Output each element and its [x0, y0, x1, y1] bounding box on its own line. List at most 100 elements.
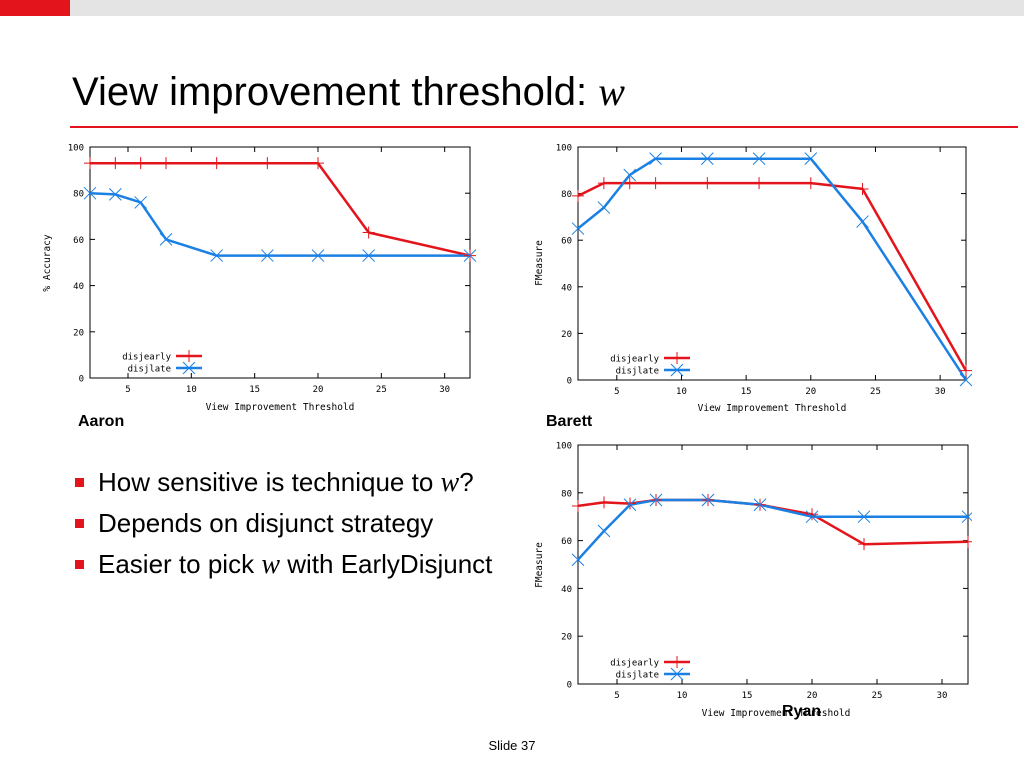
series-point-disjlate: [649, 493, 663, 507]
x-tick-label: 15: [249, 385, 260, 395]
series-line-disjlate: [577, 498, 968, 561]
y-axis-label: % Accuracy: [42, 234, 53, 291]
slide-title-text: View improvement threshold:: [72, 70, 588, 114]
series-lines: [89, 161, 471, 257]
legend-label: disjlate: [616, 671, 659, 681]
tick-group: 0 20 40 60 80 100 5 10 15 20 25 30: [556, 144, 966, 397]
series-point-disjlate: [571, 553, 585, 567]
x-tick-label: 5: [614, 387, 619, 397]
series-point-disjearly: [572, 189, 584, 202]
plot-frame: [577, 146, 967, 381]
series-point-disjlate: [649, 152, 662, 166]
series-point-disjearly: [806, 508, 818, 521]
series-point-disjlate: [856, 215, 869, 228]
chart-barett-plot: 0 20 40 60 80 100 5 10 15 20 25 30 disjearly disjlat…: [534, 144, 972, 414]
y-tick-label: 100: [68, 144, 84, 154]
series-point-disjlate: [959, 373, 972, 387]
x-tick-label: 10: [676, 387, 687, 397]
series-point-disjearly: [804, 177, 817, 190]
series-point-disjearly: [134, 157, 147, 170]
series-point-disjearly: [701, 177, 714, 190]
slide-title: View improvement threshold: w: [72, 68, 625, 115]
x-tick-label: 30: [935, 387, 946, 397]
series-point-disjlate: [805, 510, 819, 524]
bullet-variable: w: [261, 549, 280, 580]
series-point-disjlate: [83, 186, 97, 200]
tick-group: 0 20 40 60 80 100 5 10 15 20 25 30: [556, 442, 968, 701]
x-tick-label: 30: [439, 385, 450, 395]
series-point-disjlate: [362, 249, 376, 262]
legend: disjearly disjlate: [610, 656, 690, 681]
series-lines: [577, 157, 968, 381]
series-point-disjearly: [572, 499, 584, 512]
legend-swatch-marker: [671, 656, 683, 668]
y-tick-label: 60: [561, 237, 572, 247]
x-axis-label: View Improvement Threshold: [206, 402, 355, 413]
y-tick-label: 0: [567, 377, 572, 387]
bullet-tail: ?: [459, 467, 474, 497]
x-tick-label: 25: [376, 385, 387, 395]
series-point-disjearly: [160, 157, 172, 170]
y-tick-label: 0: [79, 375, 84, 385]
legend-label: disjearly: [122, 353, 171, 363]
y-tick-label: 80: [561, 190, 572, 200]
series-point-disjlate: [134, 196, 148, 209]
top-accent-block: [0, 0, 70, 16]
series-point-disjearly: [210, 157, 223, 170]
slide-title-variable: w: [598, 69, 625, 114]
series-point-disjlate: [108, 188, 122, 201]
series-point-disjearly: [962, 535, 972, 548]
bullet-list: How sensitive is technique to w? Depends…: [72, 468, 512, 591]
caption-ryan: Ryan: [782, 703, 822, 720]
series-markers: [83, 157, 477, 262]
bullet-square-icon: [75, 560, 84, 569]
series-point-disjlate: [597, 201, 611, 214]
bullet-item: Easier to pick w with EarlyDisjunct: [72, 550, 512, 579]
chart-aaron: 0 20 40 60 80 100 5 10 15 20 25 30 disjearly disjlat…: [40, 140, 480, 418]
title-underline: [70, 126, 1018, 128]
series-line-disjlate: [89, 191, 470, 257]
plot-frame: [89, 146, 471, 379]
series-point-disjlate: [159, 233, 173, 246]
top-bar: [0, 0, 1024, 16]
bullet-item: Depends on disjunct strategy: [72, 509, 512, 538]
series-point-disjearly: [312, 157, 324, 170]
legend-swatch-marker: [671, 352, 683, 364]
chart-aaron-plot: 0 20 40 60 80 100 5 10 15 20 25 30 disjearly disjlat…: [42, 144, 477, 413]
y-tick-label: 40: [561, 283, 572, 293]
chart-barett: 0 20 40 60 80 100 5 10 15 20 25 30 disjearly disjlat…: [532, 140, 972, 418]
series-line-disjearly: [577, 181, 968, 372]
series-point-disjlate: [571, 222, 585, 235]
legend-swatch-marker: [182, 361, 196, 375]
series-point-disjearly: [649, 177, 662, 190]
x-tick-label: 25: [870, 387, 881, 397]
chart-ryan: 0 20 40 60 80 100 5 10 15 20 25 30 disjearly disjlat…: [532, 438, 972, 722]
x-tick-label: 5: [614, 691, 619, 701]
bullet-text: Depends on disjunct strategy: [98, 508, 434, 538]
series-point-disjlate: [623, 498, 637, 512]
y-tick-label: 40: [561, 585, 572, 595]
legend-swatch-marker: [183, 350, 195, 362]
x-tick-label: 20: [807, 691, 818, 701]
series-point-disjlate: [700, 152, 714, 166]
x-tick-label: 5: [125, 385, 130, 395]
series-markers: [571, 152, 972, 387]
plot-frame: [577, 444, 969, 685]
bullet-tail: with EarlyDisjunct: [287, 549, 493, 579]
y-tick-label: 80: [73, 190, 84, 200]
y-tick-label: 40: [73, 282, 84, 292]
series-point-disjlate: [857, 510, 871, 524]
legend-swatch-marker: [670, 363, 684, 377]
y-axis-label: FMeasure: [534, 542, 545, 588]
bullet-variable: w: [440, 467, 460, 498]
series-point-disjlate: [752, 152, 766, 166]
legend-label: disjearly: [610, 355, 659, 365]
y-tick-label: 100: [556, 442, 572, 452]
x-tick-label: 10: [186, 385, 197, 395]
slide-number: Slide 37: [488, 738, 536, 753]
y-tick-label: 20: [73, 328, 84, 338]
series-markers: [571, 493, 972, 567]
series-point-disjearly: [960, 364, 972, 377]
series-point-disjearly: [84, 157, 96, 170]
x-axis-label: View Improvement Threshold: [698, 403, 847, 414]
